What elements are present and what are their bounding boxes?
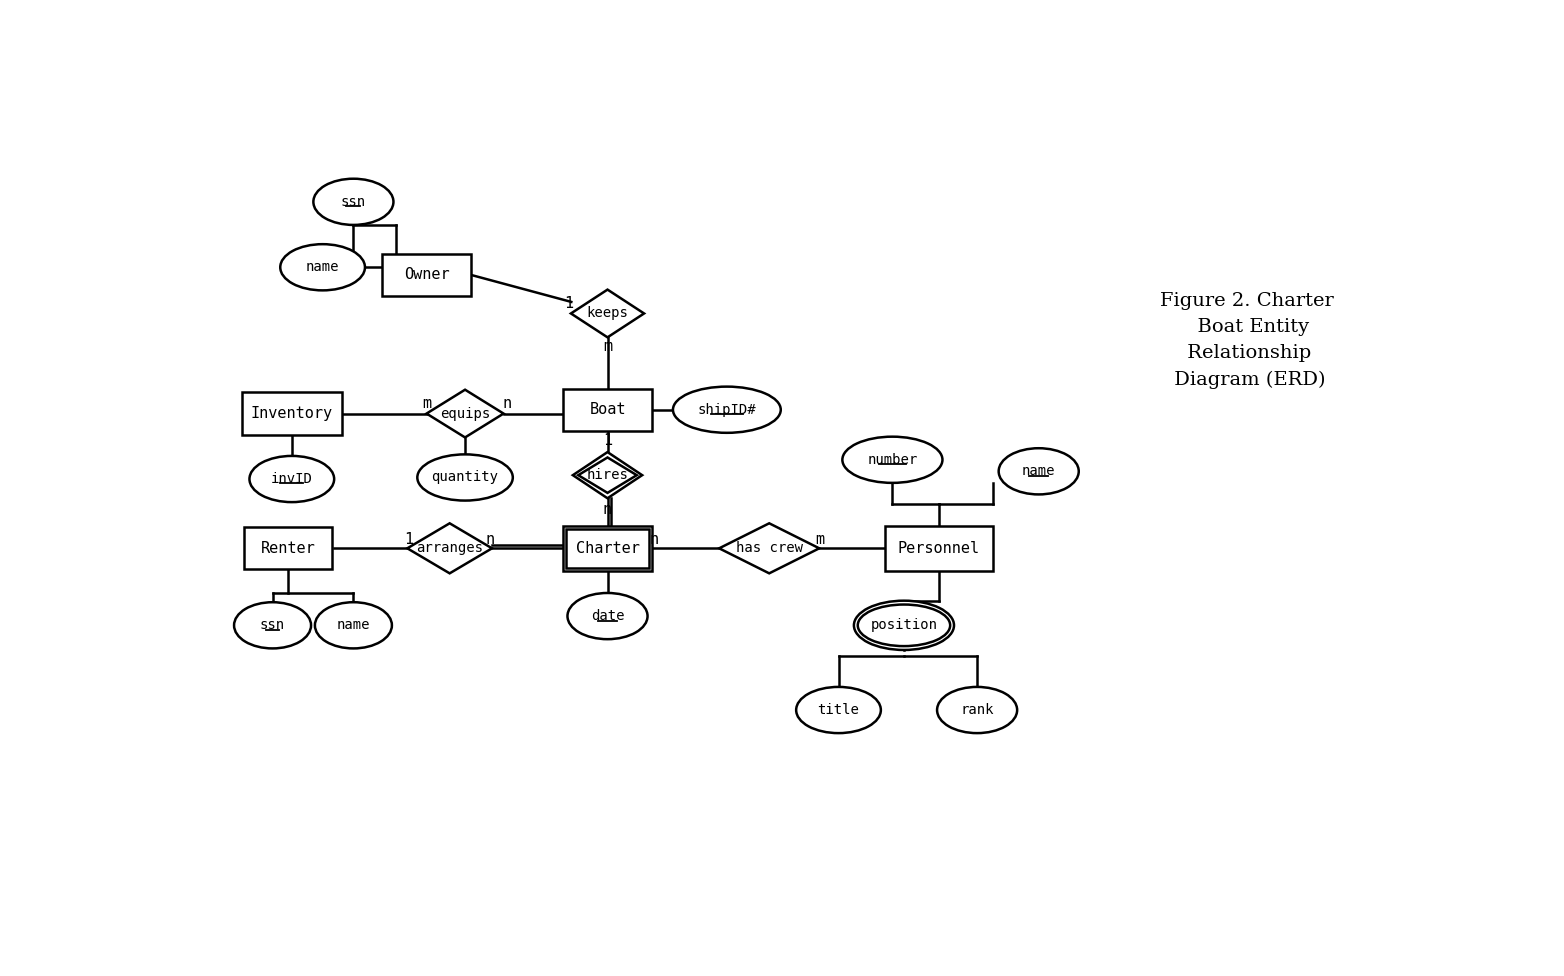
Ellipse shape <box>796 687 881 733</box>
Text: keeps: keeps <box>586 306 629 320</box>
Text: arranges: arranges <box>416 542 483 555</box>
Bar <box>885 526 993 571</box>
Text: 1: 1 <box>404 532 413 547</box>
Text: has crew: has crew <box>735 542 802 555</box>
Polygon shape <box>407 523 493 573</box>
Polygon shape <box>571 290 644 338</box>
Text: quantity: quantity <box>432 470 499 484</box>
Ellipse shape <box>937 687 1017 733</box>
Text: ssn: ssn <box>341 195 366 209</box>
Text: Owner: Owner <box>404 267 449 282</box>
Polygon shape <box>719 523 820 573</box>
Ellipse shape <box>843 436 943 483</box>
Ellipse shape <box>235 602 311 648</box>
Text: equips: equips <box>439 407 490 421</box>
Ellipse shape <box>568 593 647 639</box>
Text: title: title <box>818 703 860 717</box>
Text: n: n <box>649 532 658 547</box>
Ellipse shape <box>418 455 513 501</box>
Text: hires: hires <box>586 468 629 482</box>
Text: Boat: Boat <box>590 402 626 417</box>
Text: Charter: Charter <box>576 541 640 555</box>
Polygon shape <box>572 452 643 499</box>
Ellipse shape <box>280 244 364 291</box>
Bar <box>566 529 649 568</box>
Text: shipID#: shipID# <box>698 403 755 417</box>
Text: Figure 2. Charter
  Boat Entity
 Relationship
 Diagram (ERD): Figure 2. Charter Boat Entity Relationsh… <box>1160 292 1334 389</box>
Text: n: n <box>604 503 612 517</box>
Polygon shape <box>427 389 504 437</box>
Polygon shape <box>579 458 637 493</box>
Text: Personnel: Personnel <box>898 541 979 555</box>
Text: number: number <box>868 453 918 467</box>
Bar <box>242 392 343 434</box>
Ellipse shape <box>673 386 780 432</box>
Bar <box>244 527 332 569</box>
Text: m: m <box>422 396 432 411</box>
Text: m: m <box>604 339 612 354</box>
Text: invID: invID <box>271 472 313 486</box>
Text: n: n <box>504 396 511 411</box>
Text: name: name <box>1021 465 1056 478</box>
Text: n: n <box>486 532 496 547</box>
Ellipse shape <box>314 602 393 648</box>
Text: Inventory: Inventory <box>250 406 333 421</box>
Text: date: date <box>591 609 624 623</box>
Bar <box>563 388 652 430</box>
Bar <box>563 526 652 571</box>
Text: 1: 1 <box>604 433 612 448</box>
Text: name: name <box>307 261 339 274</box>
Ellipse shape <box>857 604 951 646</box>
Text: Renter: Renter <box>261 541 316 555</box>
Ellipse shape <box>999 448 1079 495</box>
Text: rank: rank <box>960 703 993 717</box>
Text: position: position <box>871 619 937 632</box>
Ellipse shape <box>854 600 954 650</box>
Text: ssn: ssn <box>260 619 285 632</box>
Ellipse shape <box>313 179 394 224</box>
Ellipse shape <box>250 456 335 502</box>
Text: 1: 1 <box>565 296 574 311</box>
Text: name: name <box>336 619 371 632</box>
Text: m: m <box>815 532 824 547</box>
Bar <box>382 254 471 296</box>
